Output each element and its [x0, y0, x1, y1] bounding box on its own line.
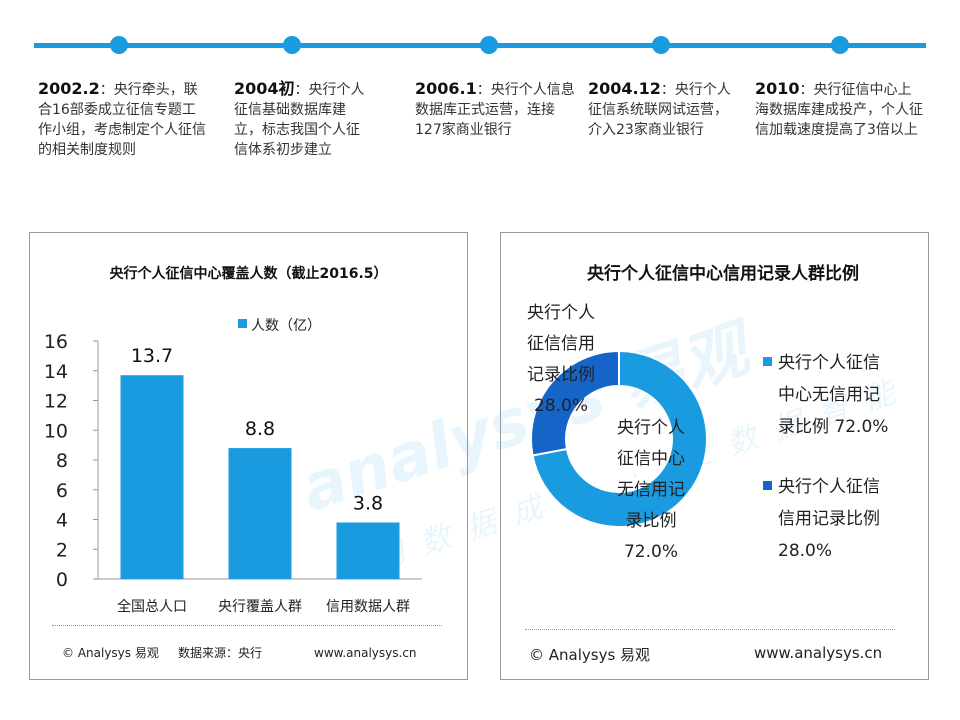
timeline-text: 央行征信中心上海数据库建成投产，个人征信加载速度提高了3倍以上: [755, 82, 923, 138]
timeline-event-5: 2010：央行征信中心上海数据库建成投产，个人征信加载速度提高了3倍以上: [755, 79, 925, 140]
legend-text: 央行个人征信: [778, 477, 880, 497]
bar-data-label: 8.8: [245, 418, 275, 440]
timeline-sep: ：: [476, 82, 491, 98]
bar-data-label: 13.7: [131, 345, 173, 367]
timeline-date: 2004初: [234, 79, 295, 98]
timeline-date: 2004.12: [588, 79, 661, 98]
y-tick-label: 10: [44, 420, 68, 442]
legend-item-no-record: 央行个人征信 中心无信用记 录比例 72.0%: [763, 347, 888, 443]
x-tick-label: 信用数据人群: [326, 599, 410, 615]
timeline-event-2: 2004初：央行个人征信基础数据库建立，标志我国个人征信体系初步建立: [234, 79, 372, 160]
donut-chart-panel: analysys 易观 用数据成长 · 让数据智能 央行个人征信中心信用记录人群…: [293, 232, 929, 680]
timeline-date: 2002.2: [38, 79, 100, 98]
y-tick-label: 6: [56, 480, 68, 502]
bar: [120, 375, 184, 579]
timeline-text: 央行牵头，联合16部委成立征信专题工作小组，考虑制定个人征信的相关制度规则: [38, 82, 206, 158]
legend-swatch: [238, 319, 247, 328]
legend-item-record: 央行个人征信 信用记录比例 28.0%: [763, 471, 880, 567]
legend-line: 28.0%: [778, 541, 833, 561]
y-tick-label: 8: [56, 450, 68, 472]
timeline-dot: [652, 36, 670, 54]
y-tick-label: 14: [44, 361, 68, 383]
bar: [336, 522, 400, 579]
timeline-text: 央行个人征信基础数据库建立，标志我国个人征信体系初步建立: [234, 82, 365, 158]
bar-chart-panel: 央行个人征信中心覆盖人数（截止2016.5） 人数（亿） 0 2 4 6 8 10 12 14 1…: [29, 232, 468, 680]
timeline-event-3: 2006.1：央行个人信息数据库正式运营，连接127家商业银行: [415, 79, 580, 140]
footer-divider: [52, 625, 442, 626]
legend-text: 央行个人征信: [778, 353, 880, 373]
timeline-dot: [831, 36, 849, 54]
timeline-text: 央行个人信息数据库正式运营，连接127家商业银行: [415, 82, 575, 138]
footer-copyright: © Analysys 易观: [529, 646, 651, 664]
legend-line: 录比例 72.0%: [778, 417, 889, 437]
footer-divider: [525, 629, 895, 630]
donut-data-label: 无信用记: [617, 480, 685, 500]
legend-swatch-dark: [763, 480, 772, 490]
legend-line: 央行个人征信: [763, 471, 880, 503]
timeline-sep: ：: [99, 82, 114, 98]
donut-data-label: 征信信用: [527, 334, 595, 354]
y-tick-label: 16: [44, 331, 68, 353]
donut-data-label: 央行个人: [527, 303, 595, 323]
donut-data-label: 72.0%: [624, 542, 678, 562]
timeline-sep: ：: [660, 82, 675, 98]
timeline-event-1: 2002.2：央行牵头，联合16部委成立征信专题工作小组，考虑制定个人征信的相关…: [38, 79, 206, 160]
bar-chart-title: 央行个人征信中心覆盖人数（截止2016.5）: [109, 266, 388, 282]
donut-slice: [531, 349, 708, 528]
donut-data-label: 记录比例: [527, 365, 595, 385]
legend-line: 央行个人征信: [763, 347, 888, 379]
y-tick-label: 0: [56, 569, 68, 591]
y-tick-label: 2: [56, 539, 68, 561]
timeline-dot: [283, 36, 301, 54]
timeline-text: 央行个人征信系统联网试运营，介入23家商业银行: [588, 82, 731, 138]
x-tick-label: 全国总人口: [117, 598, 187, 615]
footer-url: www.analysys.cn: [754, 644, 883, 662]
donut-slice: [530, 349, 620, 457]
y-tick-label: 4: [56, 510, 68, 532]
legend-line: 信用记录比例: [778, 509, 880, 529]
bar: [228, 448, 292, 579]
timeline-sep: ：: [294, 82, 309, 98]
bar-data-label: 3.8: [353, 492, 383, 514]
timeline-sep: ：: [799, 82, 814, 98]
donut-data-label: 央行个人: [617, 418, 685, 438]
timeline-dot: [480, 36, 498, 54]
timeline-dot: [110, 36, 128, 54]
donut-chart-title: 央行个人征信中心信用记录人群比例: [587, 264, 859, 284]
footer-copyright: © Analysys 易观: [62, 646, 159, 660]
legend-label: 人数（亿）: [251, 318, 321, 334]
footer-source: 数据来源：央行: [178, 646, 263, 660]
footer-url: www.analysys.cn: [314, 646, 417, 660]
timeline-event-4: 2004.12：央行个人征信系统联网试运营，介入23家商业银行: [588, 79, 740, 140]
legend-line: 中心无信用记: [778, 385, 880, 405]
donut-data-label: 28.0%: [534, 396, 588, 416]
timeline-date: 2010: [755, 79, 800, 98]
donut-data-label: 录比例: [626, 511, 677, 531]
timeline-date: 2006.1: [415, 79, 477, 98]
donut-data-label: 征信中心: [617, 449, 685, 469]
x-tick-label: 央行覆盖人群: [218, 599, 302, 615]
legend-swatch-light: [763, 356, 772, 366]
bar-chart: 人数（亿） 0 2 4 6 8 10 12 14 16 13.7 全国总人口 8.8 央行覆盖人群 3.8 信…: [44, 318, 422, 615]
y-tick-label: 12: [44, 391, 68, 413]
